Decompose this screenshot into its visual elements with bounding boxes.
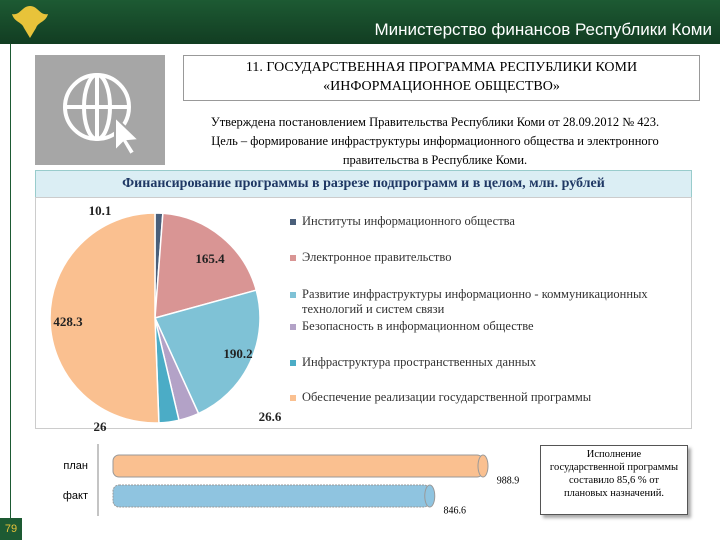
data-label: 165.4 bbox=[195, 251, 225, 266]
data-label: 988.9 bbox=[497, 475, 520, 486]
category-label: план bbox=[63, 460, 88, 472]
bar-cap bbox=[424, 484, 436, 508]
globe bbox=[63, 73, 131, 141]
chart-title: Финансирование программы в разрезе подпр… bbox=[35, 170, 692, 198]
program-description: Утверждена постановлением Правительства … bbox=[170, 113, 700, 170]
chart-frame bbox=[35, 197, 692, 429]
data-label: 846.6 bbox=[444, 505, 467, 516]
data-label: 428.3 bbox=[53, 314, 83, 329]
title-line: 11. ГОСУДАРСТВЕННАЯ ПРОГРАММА РЕСПУБЛИКИ… bbox=[245, 60, 638, 75]
legend-label: Развитие инфраструктуры информационно - … bbox=[302, 287, 648, 316]
legend-marker bbox=[290, 360, 296, 366]
data-label: 26.6 bbox=[259, 409, 282, 424]
header-title: Министерство финансов Республики Коми bbox=[374, 20, 713, 39]
bar-cap bbox=[477, 454, 489, 478]
program-title: 11. ГОСУДАРСТВЕННАЯ ПРОГРАММА РЕСПУБЛИКИ… bbox=[183, 55, 700, 101]
data-label: 10.1 bbox=[89, 203, 112, 218]
data-label: 26 bbox=[94, 419, 108, 434]
legend-marker bbox=[290, 255, 296, 261]
header-bar bbox=[0, 0, 720, 44]
title-line: «ИНФОРМАЦИОННОЕ ОБЩЕСТВО» bbox=[323, 79, 560, 94]
legend-label: Институты информационного общества bbox=[302, 214, 515, 228]
cursor bbox=[114, 114, 142, 157]
note: Исполнение государственной программы сос… bbox=[540, 445, 688, 515]
pie-slice bbox=[154, 212, 258, 320]
bar bbox=[112, 484, 431, 508]
pie-slice bbox=[49, 212, 160, 424]
emblem-shape bbox=[12, 6, 48, 38]
data-label: 190.2 bbox=[223, 346, 252, 361]
bar bbox=[112, 454, 484, 478]
page-number: 79 bbox=[0, 518, 22, 540]
globe-icon bbox=[35, 55, 165, 165]
category-label: факт bbox=[63, 490, 88, 502]
emblem bbox=[12, 6, 48, 38]
description-line: Цель – формирование инфраструктуры инфор… bbox=[211, 134, 659, 148]
description-line: правительства в Республике Коми. bbox=[342, 153, 528, 167]
legend-marker bbox=[290, 395, 296, 401]
legend-marker bbox=[290, 324, 296, 330]
legend-label: Инфраструктура пространственных данных bbox=[302, 355, 537, 369]
legend-label: Безопасность в информационном обществе bbox=[302, 319, 534, 333]
description-line: Утверждена постановлением Правительства … bbox=[210, 115, 660, 129]
legend-marker bbox=[290, 219, 296, 225]
legend-label: Обеспечение реализации государственной п… bbox=[302, 390, 592, 404]
pie-slice bbox=[153, 289, 261, 415]
side-line bbox=[10, 44, 11, 519]
legend-marker bbox=[290, 292, 296, 298]
legend-label: Электронное правительство bbox=[302, 250, 452, 264]
